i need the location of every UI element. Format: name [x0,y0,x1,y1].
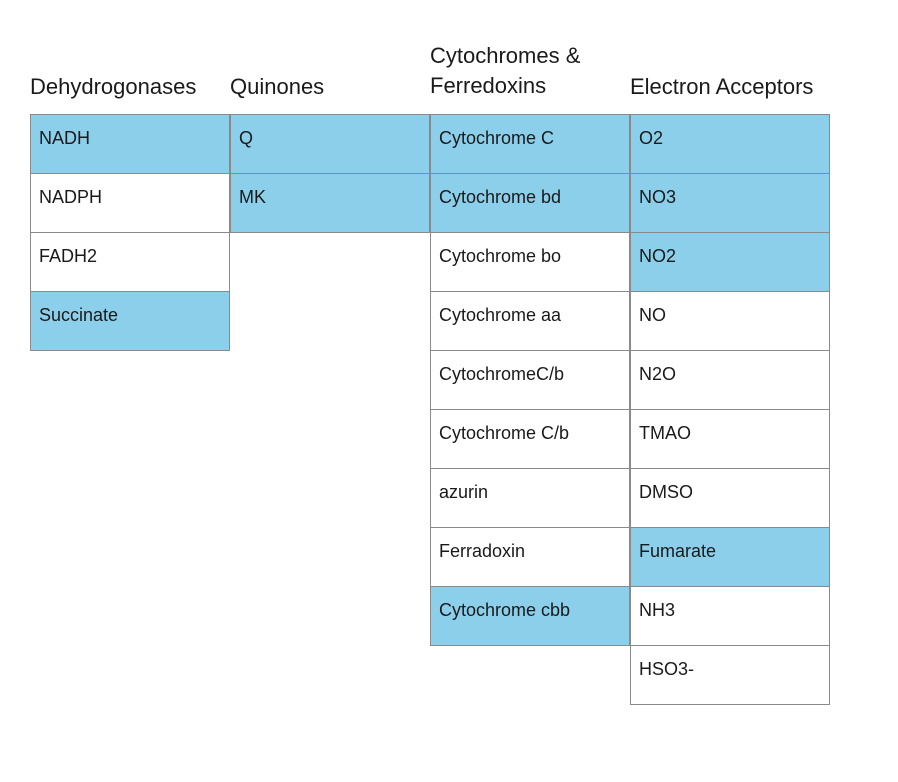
table-cell: NO3 [630,173,830,233]
table-cell: NO2 [630,232,830,292]
column-cells-electron-acceptors: O2 NO3 NO2 NO N2O TMAO DMSO Fumarate NH3 HSO3- [630,114,830,705]
column-cells-cytochromes-ferredoxins: Cytochrome C Cytochrome bd Cytochrome bo Cy… [430,114,630,646]
table-cell: Cytochrome C/b [430,409,630,469]
column-header-electron-acceptors: Electron Acceptors [630,74,814,99]
table-cell: NH3 [630,586,830,646]
table-cell: Cytochrome bo [430,232,630,292]
table-cell: NO [630,291,830,351]
table-cell: DMSO [630,468,830,528]
table-cell: FADH2 [30,232,230,292]
table-cell: Q [230,114,430,174]
table-cell: NADH [30,114,230,174]
table-cell: TMAO [630,409,830,469]
table-cell: Cytochrome bd [430,173,630,233]
table-cell: Cytochrome C [430,114,630,174]
table-cell: Ferradoxin [430,527,630,587]
column-cells-quinones: Q MK [230,114,430,233]
column-header-quinones: Quinones [230,74,325,99]
table-cell: Fumarate [630,527,830,587]
table-cell: azurin [430,468,630,528]
table-cell: Cytochrome cbb [430,586,630,646]
table-cell: Cytochrome aa [430,291,630,351]
column-header-cytochromes-ferredoxins: Cytochromes & Ferredoxins [430,43,581,98]
table-cell: CytochromeC/b [430,350,630,410]
table-cell: NADPH [30,173,230,233]
table-cell: MK [230,173,430,233]
table-cell: Succinate [30,291,230,351]
table-cell: HSO3- [630,645,830,705]
table-cell: O2 [630,114,830,174]
table-cell: N2O [630,350,830,410]
column-cells-dehydrogenases: NADH NADPH FADH2 Succinate [30,114,230,351]
column-header-dehydrogenases: Dehydrogonases [30,74,197,99]
